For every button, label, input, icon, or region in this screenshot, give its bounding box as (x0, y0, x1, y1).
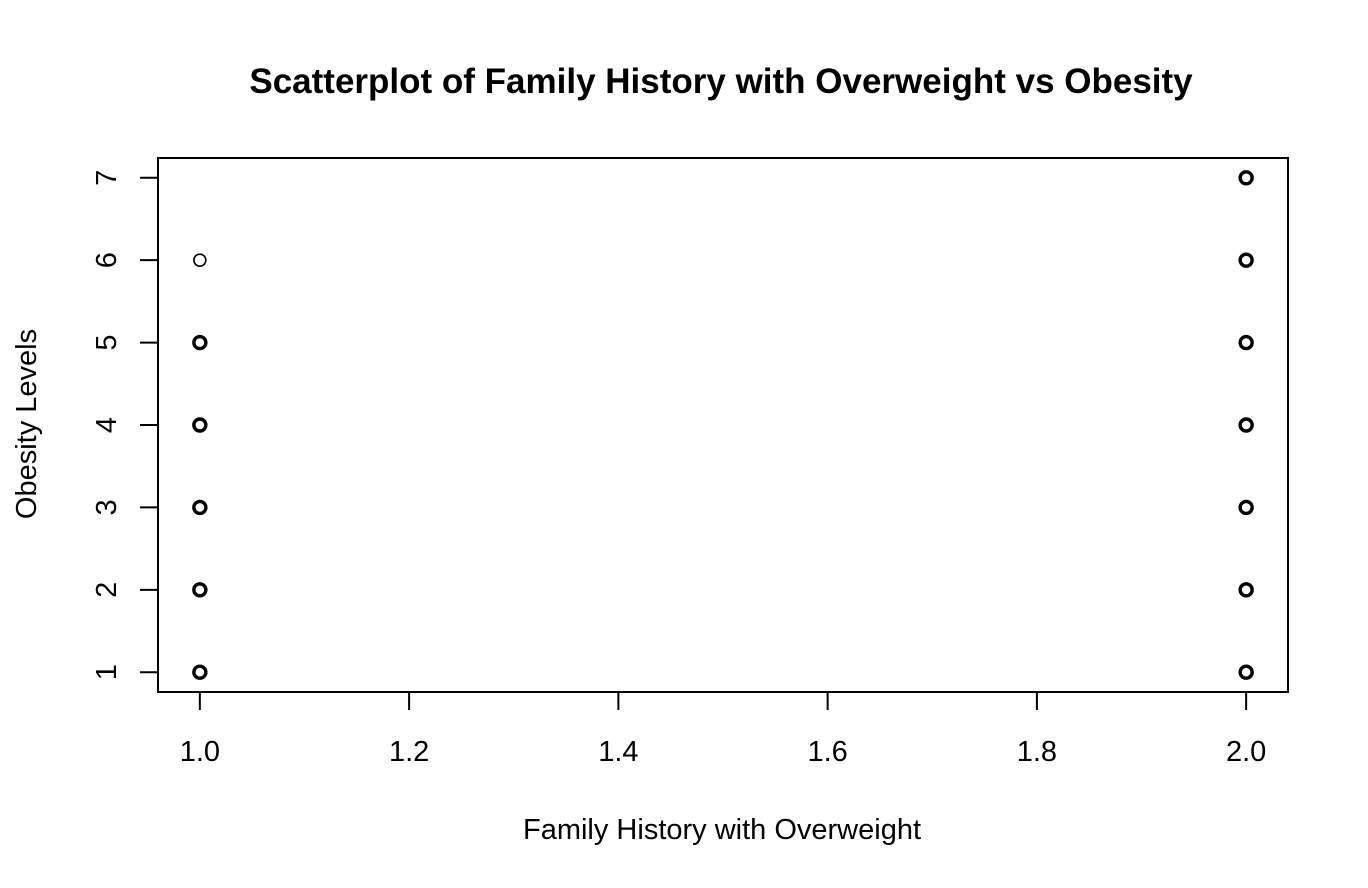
chart-title: Scatterplot of Family History with Overw… (249, 62, 1193, 101)
y-tick-label: 4 (91, 417, 123, 433)
x-tick-label: 1.2 (389, 736, 429, 768)
x-tick-label: 1.6 (807, 736, 847, 768)
y-axis: 1 2 3 4 5 6 7 (91, 170, 159, 680)
data-point (1238, 417, 1254, 433)
y-tick-label: 2 (91, 582, 123, 598)
data-point (1238, 582, 1254, 598)
x-tick-label: 1.4 (598, 736, 638, 768)
data-point (193, 253, 207, 267)
y-tick-label: 5 (91, 335, 123, 351)
y-tick-label: 6 (91, 252, 123, 268)
data-points (192, 170, 1254, 680)
y-tick-label: 3 (91, 499, 123, 515)
x-axis-label: Family History with Overweight (523, 814, 921, 846)
x-tick-label: 1.0 (180, 736, 220, 768)
data-point (1238, 499, 1254, 516)
data-point (192, 664, 208, 680)
x-tick-label: 2.0 (1226, 736, 1266, 768)
data-point (192, 417, 208, 433)
x-tick-label: 1.8 (1017, 736, 1057, 768)
data-point (192, 499, 208, 516)
data-point (1238, 664, 1254, 680)
x-axis: 1.0 1.2 1.4 1.6 1.8 2.0 (180, 691, 1266, 768)
data-point (192, 334, 208, 351)
data-point (192, 582, 208, 598)
data-point (1238, 170, 1254, 186)
y-tick-label: 7 (91, 170, 123, 186)
data-point (1238, 252, 1254, 268)
y-axis-label: Obesity Levels (11, 329, 43, 519)
y-tick-label: 1 (91, 664, 123, 680)
data-point (1238, 334, 1254, 351)
